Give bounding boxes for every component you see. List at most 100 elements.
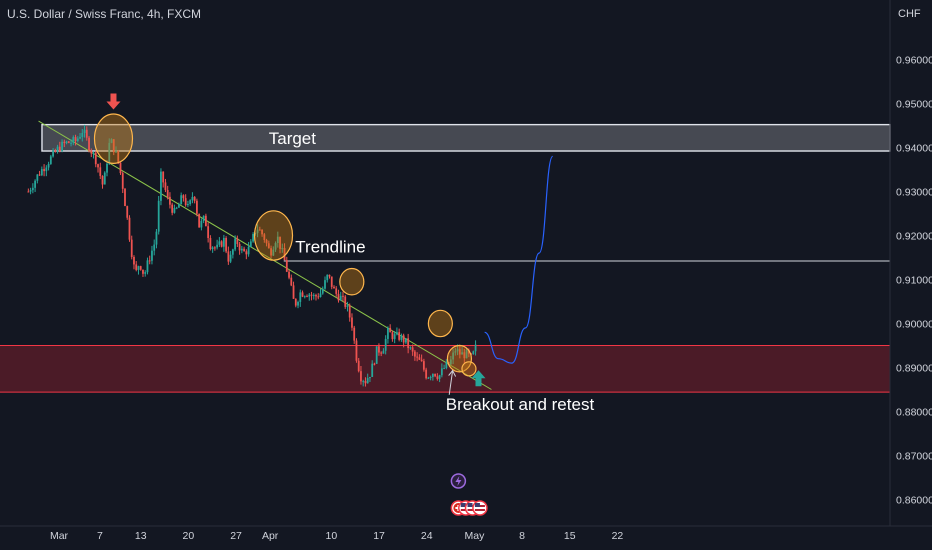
price-tick-label: 0.92000 bbox=[896, 231, 932, 243]
candle-down bbox=[43, 169, 45, 172]
candle-down bbox=[193, 196, 196, 201]
candle-down bbox=[126, 206, 129, 218]
candle-up bbox=[297, 301, 299, 306]
candle-down bbox=[133, 256, 135, 265]
candle-up bbox=[456, 349, 459, 352]
candle-up bbox=[31, 187, 34, 191]
candle-up bbox=[52, 150, 54, 157]
candle-up bbox=[312, 295, 315, 297]
candle-up bbox=[110, 139, 113, 143]
time-tick-label: Apr bbox=[262, 530, 279, 542]
candles-layer bbox=[27, 124, 477, 387]
down-arrow-icon bbox=[106, 93, 121, 110]
candle-up bbox=[178, 204, 180, 208]
candle-down bbox=[389, 327, 392, 333]
candle-down bbox=[238, 243, 241, 251]
candle-up bbox=[400, 335, 403, 340]
candle-down bbox=[67, 141, 70, 143]
candle-up bbox=[160, 171, 162, 201]
candle-down bbox=[283, 248, 286, 261]
candle-up bbox=[449, 359, 452, 365]
candle-down bbox=[97, 164, 99, 168]
candle-down bbox=[196, 200, 198, 214]
candle-down bbox=[85, 129, 88, 138]
candle-down bbox=[166, 190, 169, 197]
candle-up bbox=[144, 272, 147, 274]
candle-up bbox=[34, 180, 36, 188]
price-tick-label: 0.90000 bbox=[896, 319, 932, 331]
candle-down bbox=[148, 260, 151, 262]
candle-down bbox=[164, 182, 167, 191]
candle-down bbox=[398, 332, 401, 340]
annotation-pointer bbox=[448, 370, 454, 395]
candle-up bbox=[393, 334, 396, 340]
circles-layer bbox=[93, 113, 477, 377]
target-label: Target bbox=[269, 129, 317, 148]
chart-title: U.S. Dollar / Swiss Franc, 4h, FXCM bbox=[7, 7, 202, 21]
candle-down bbox=[142, 269, 144, 274]
candle-up bbox=[276, 236, 279, 244]
candle-down bbox=[380, 352, 383, 354]
candle-up bbox=[472, 351, 475, 355]
candle-down bbox=[290, 277, 293, 286]
candle-down bbox=[227, 251, 230, 262]
candle-up bbox=[189, 200, 192, 204]
price-tick-label: 0.95000 bbox=[896, 99, 932, 111]
candle-down bbox=[360, 371, 362, 382]
price-tick-label: 0.96000 bbox=[896, 55, 932, 67]
time-tick-label: 27 bbox=[230, 530, 242, 542]
candle-up bbox=[49, 156, 52, 164]
candle-up bbox=[65, 141, 68, 144]
candle-up bbox=[319, 293, 322, 297]
candle-down bbox=[463, 352, 466, 359]
candle-up bbox=[151, 250, 153, 261]
candle-down bbox=[121, 173, 124, 189]
candle-down bbox=[182, 195, 185, 199]
candle-down bbox=[306, 296, 308, 298]
candle-up bbox=[187, 203, 189, 206]
candle-up bbox=[229, 254, 232, 262]
candle-up bbox=[405, 338, 407, 343]
candle-up bbox=[409, 347, 412, 349]
candle-up bbox=[137, 266, 140, 270]
target-zone bbox=[41, 123, 891, 152]
trendline-label: Trendline bbox=[295, 238, 365, 257]
candle-down bbox=[204, 215, 207, 227]
price-tick-label: 0.86000 bbox=[896, 495, 932, 507]
price-axis-currency: CHF bbox=[898, 8, 921, 20]
candle-up bbox=[454, 351, 457, 353]
candle-down bbox=[162, 171, 165, 183]
highlight-circle bbox=[446, 344, 473, 373]
candle-down bbox=[411, 347, 414, 352]
candle-down bbox=[27, 191, 30, 193]
arrows-layer bbox=[106, 93, 486, 387]
price-tick-label: 0.94000 bbox=[896, 143, 932, 155]
candle-down bbox=[119, 162, 122, 174]
candle-up bbox=[396, 332, 398, 335]
candle-down bbox=[416, 356, 419, 358]
candle-up bbox=[346, 305, 349, 307]
time-tick-label: 24 bbox=[421, 530, 433, 542]
candle-down bbox=[315, 295, 317, 297]
candle-up bbox=[180, 195, 183, 205]
candle-down bbox=[407, 338, 410, 349]
highlight-circle bbox=[93, 113, 134, 165]
candle-up bbox=[371, 363, 374, 377]
candle-up bbox=[153, 244, 156, 251]
time-tick-label: 17 bbox=[373, 530, 385, 542]
candle-down bbox=[328, 274, 331, 277]
candle-down bbox=[243, 248, 245, 252]
candle-down bbox=[418, 357, 421, 360]
candle-up bbox=[366, 378, 369, 384]
candle-down bbox=[373, 363, 376, 365]
candle-up bbox=[146, 260, 149, 273]
candle-up bbox=[40, 169, 43, 176]
highlight-circle bbox=[253, 210, 294, 261]
candle-up bbox=[240, 248, 243, 251]
highlight-circle bbox=[427, 309, 453, 338]
candle-down bbox=[270, 248, 272, 256]
candle-down bbox=[310, 294, 313, 296]
price-tick-label: 0.88000 bbox=[896, 407, 932, 419]
candle-up bbox=[429, 377, 432, 379]
